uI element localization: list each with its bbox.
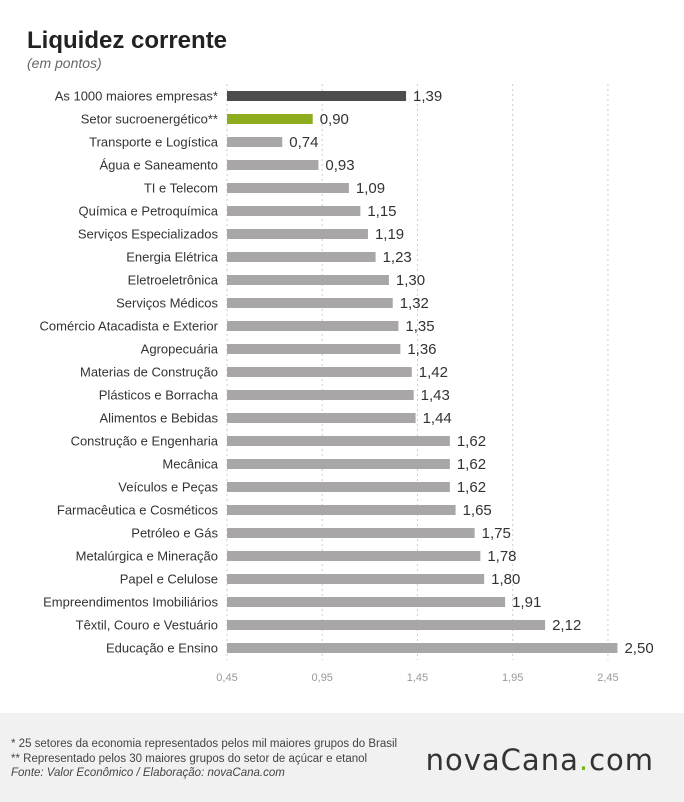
value-label: 1,62	[457, 456, 486, 473]
bar	[227, 505, 456, 515]
bar	[227, 252, 376, 262]
category-label: Água e Saneamento	[99, 158, 218, 173]
bar	[227, 597, 506, 607]
bar	[227, 160, 319, 170]
bar	[227, 183, 349, 193]
value-label: 1,75	[482, 525, 511, 542]
bar	[227, 137, 283, 147]
bar	[227, 114, 313, 124]
category-label: TI e Telecom	[144, 181, 218, 196]
x-tick-label: 1,45	[407, 672, 428, 684]
category-label: Metalúrgica e Mineração	[76, 549, 218, 564]
value-label: 0,74	[289, 134, 318, 151]
x-tick-label: 0,45	[216, 672, 237, 684]
value-label: 1,09	[356, 180, 385, 197]
bar	[227, 275, 389, 285]
category-label: Comércio Atacadista e Exterior	[40, 319, 219, 334]
value-label: 1,91	[512, 594, 541, 611]
category-label: Papel e Celulose	[120, 572, 218, 587]
bar	[227, 91, 407, 101]
bar	[227, 367, 412, 377]
value-label: 1,19	[375, 226, 404, 243]
chart-subtitle: (em pontos)	[27, 55, 102, 71]
value-label: 1,80	[491, 571, 520, 588]
footnote-1: * 25 setores da economia representados p…	[11, 738, 398, 750]
value-label: 1,62	[457, 479, 486, 496]
logo-text-com: com	[589, 743, 654, 777]
value-label: 1,35	[405, 318, 434, 335]
bar	[227, 436, 450, 446]
value-label: 0,93	[325, 157, 354, 174]
bar	[227, 344, 401, 354]
value-label: 1,36	[407, 341, 436, 358]
value-label: 1,39	[413, 88, 442, 105]
bar	[227, 528, 475, 538]
bar	[227, 459, 450, 469]
logo-text-cana: Cana	[500, 743, 579, 777]
category-label: Empreendimentos Imobiliários	[43, 595, 218, 610]
category-label: Têxtil, Couro e Vestuário	[76, 618, 218, 633]
category-label: Transporte e Logística	[89, 135, 219, 150]
bar	[227, 390, 414, 400]
bar	[227, 574, 485, 584]
category-label: Alimentos e Bebidas	[99, 411, 218, 426]
logo-dot: .	[578, 743, 590, 777]
category-label: Educação e Ensino	[106, 641, 218, 656]
source-note: Fonte: Valor Econômico / Elaboração: nov…	[11, 767, 285, 779]
bar	[227, 321, 399, 331]
x-tick-label: 0,95	[312, 672, 333, 684]
value-label: 1,32	[400, 295, 429, 312]
bar	[227, 643, 618, 653]
chart-card: Liquidez corrente (em pontos) 0,45 0,95 1,…	[0, 0, 684, 713]
category-label: As 1000 maiores empresas*	[55, 89, 218, 104]
value-label: 1,62	[457, 433, 486, 450]
footer: * 25 setores da economia representados p…	[0, 713, 684, 802]
footnotes: * 25 setores da economia representados p…	[11, 737, 397, 781]
category-label: Plásticos e Borracha	[99, 388, 219, 403]
category-label: Materias de Construção	[80, 365, 218, 380]
x-tick-label: 1,95	[502, 672, 523, 684]
category-label: Agropecuária	[141, 342, 219, 357]
category-label: Serviços Médicos	[116, 296, 218, 311]
category-label: Energia Elétrica	[126, 250, 219, 265]
value-label: 1,78	[487, 548, 516, 565]
category-label: Eletroeletrônica	[128, 273, 219, 288]
chart-title: Liquidez corrente	[27, 27, 228, 54]
logo-text-nova: nova	[425, 743, 501, 777]
x-tick-label: 2,45	[597, 672, 618, 684]
footnote-2: ** Representado pelos 30 maiores grupos …	[11, 752, 368, 765]
value-label: 1,15	[367, 203, 396, 220]
value-label: 1,30	[396, 272, 425, 289]
category-label: Serviços Especializados	[78, 227, 219, 242]
bar	[227, 206, 361, 216]
bar	[227, 551, 481, 561]
value-label: 2,12	[552, 617, 581, 634]
bar	[227, 482, 450, 492]
bar	[227, 229, 368, 239]
category-label: Química e Petroquímica	[79, 204, 219, 219]
category-label: Setor sucroenergético**	[81, 112, 218, 127]
category-label: Construção e Engenharia	[71, 434, 219, 449]
category-label: Mecânica	[162, 457, 218, 472]
value-label: 1,65	[463, 502, 492, 519]
value-label: 1,42	[419, 364, 448, 381]
bar-chart: 0,45 0,95 1,45 1,95 2,45 As 1000 maiores empr…	[40, 84, 654, 684]
novacana-logo: novaCana.com	[426, 743, 654, 777]
bar	[227, 620, 546, 630]
value-label: 1,23	[383, 249, 412, 266]
value-label: 2,50	[624, 640, 653, 657]
category-label: Petróleo e Gás	[131, 526, 218, 541]
value-label: 1,43	[421, 387, 450, 404]
bar	[227, 413, 416, 423]
category-label: Farmacêutica e Cosméticos	[57, 503, 219, 518]
category-label: Veículos e Peças	[118, 480, 218, 495]
value-label: 1,44	[423, 410, 452, 427]
value-label: 0,90	[320, 111, 349, 128]
bar	[227, 298, 393, 308]
